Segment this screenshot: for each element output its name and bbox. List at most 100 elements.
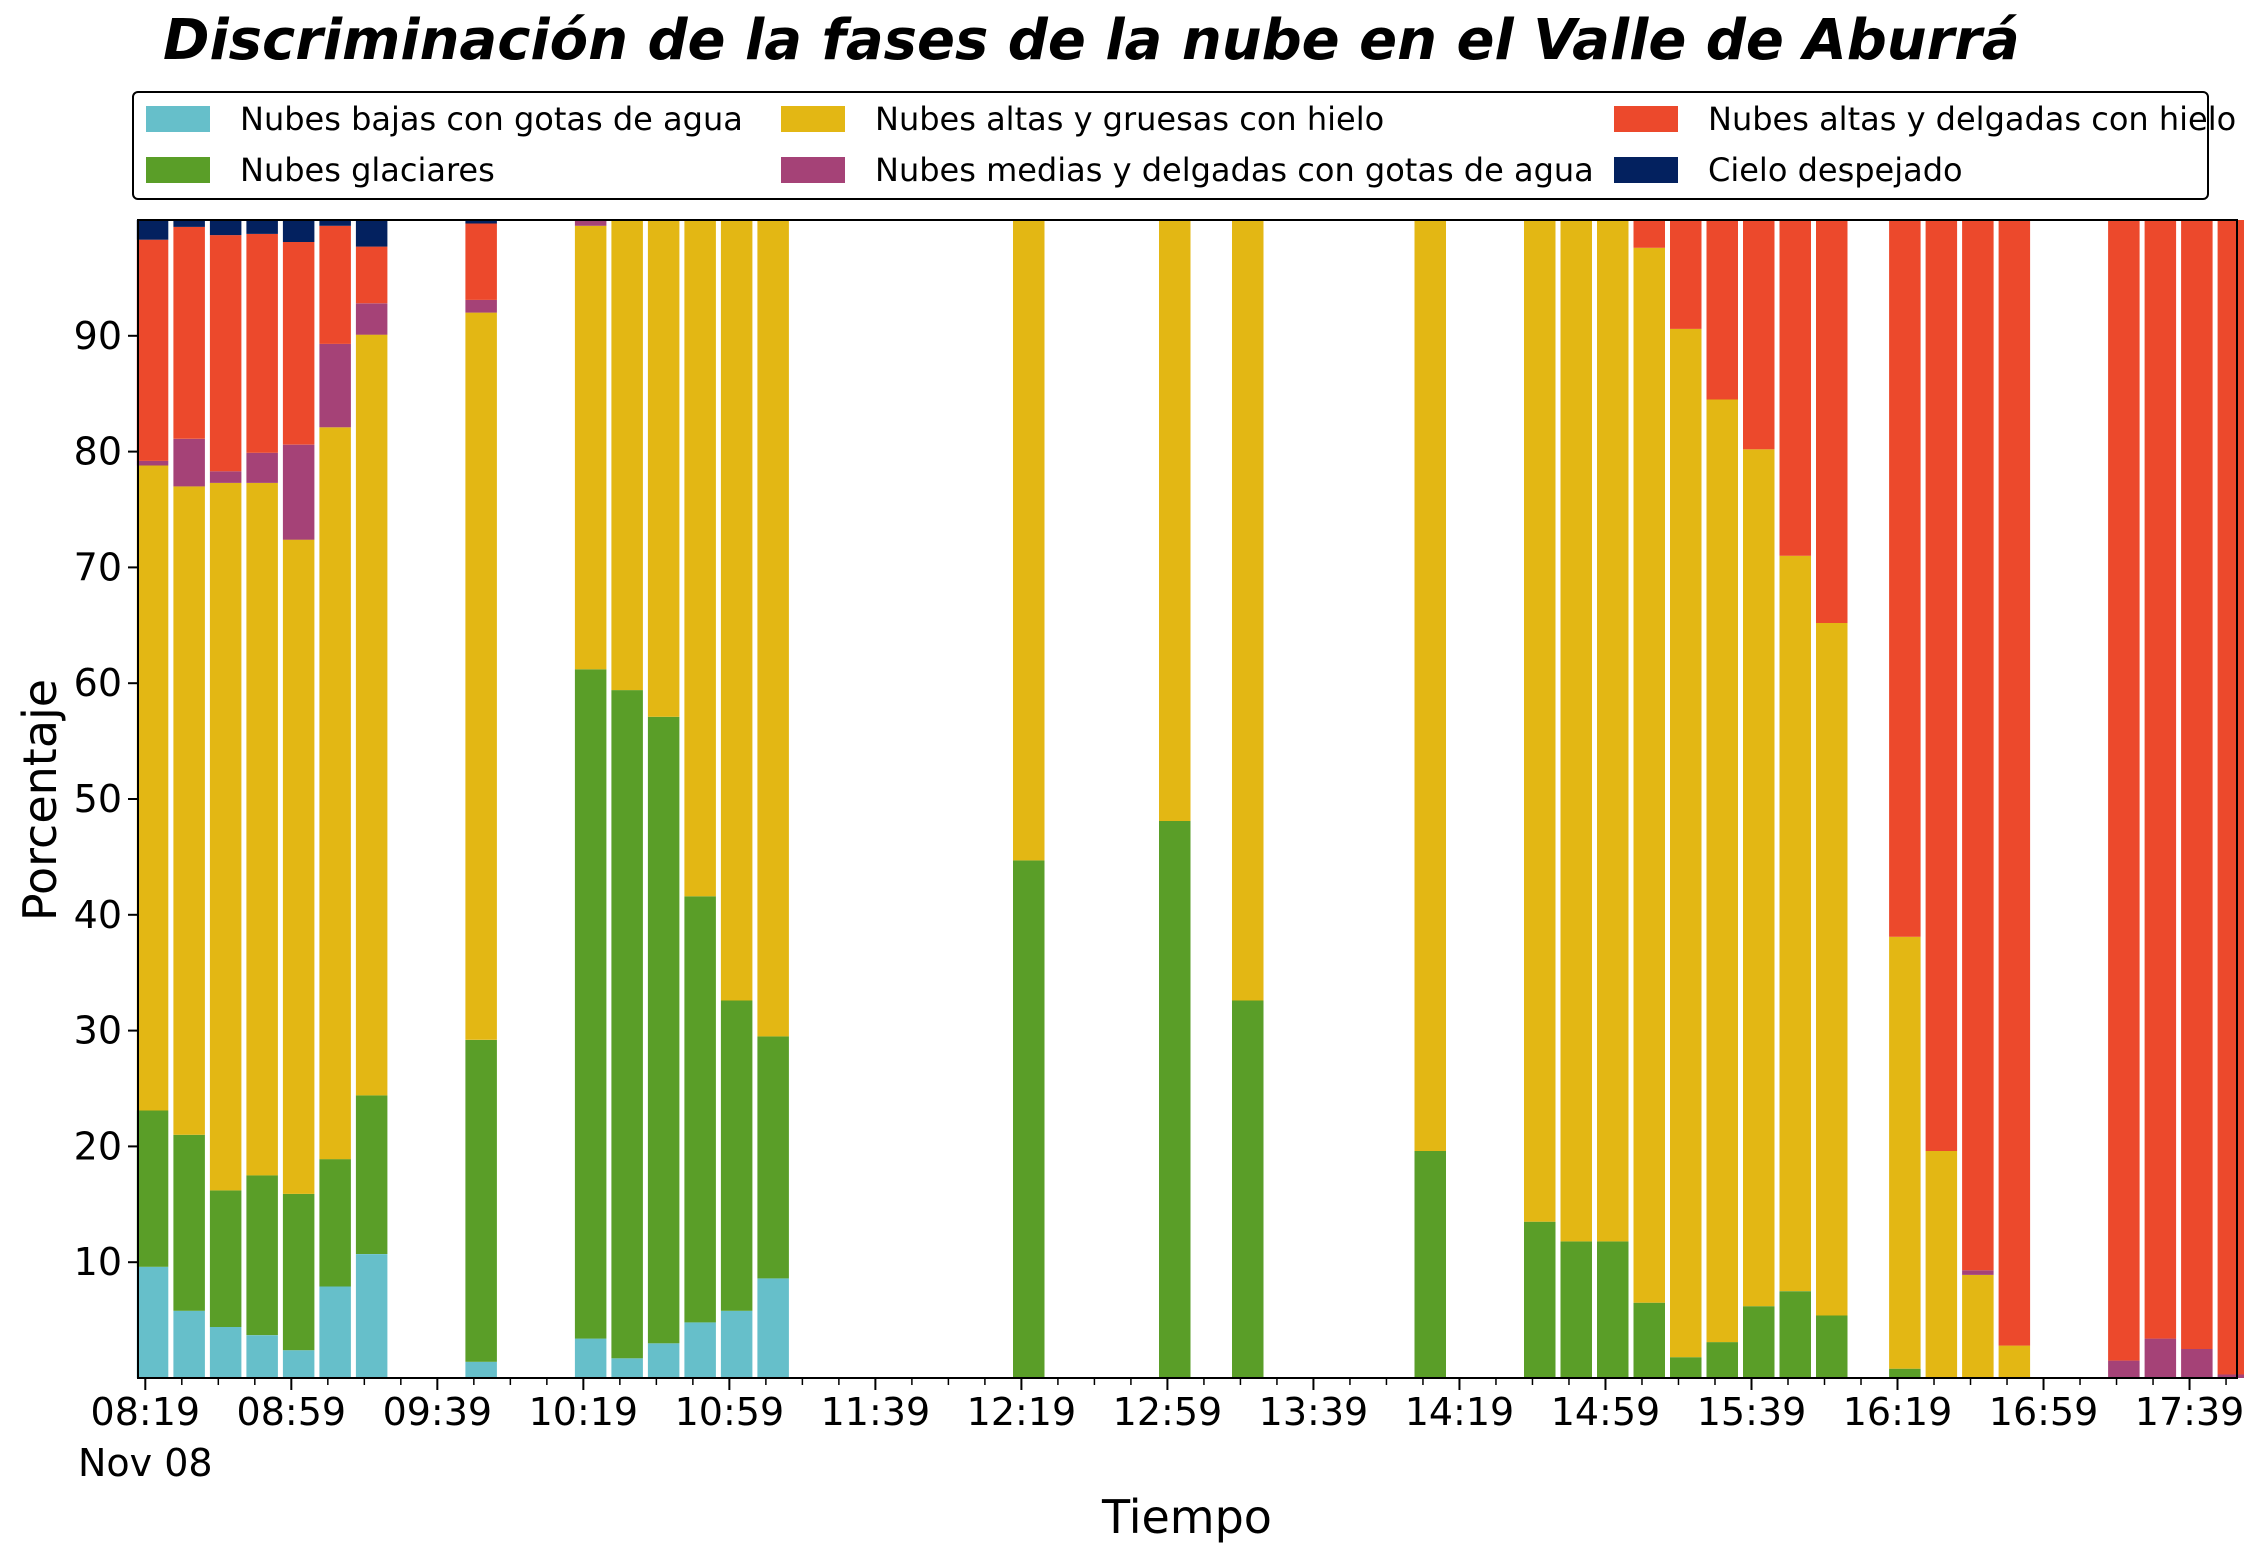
bar-segment bbox=[1816, 1315, 1848, 1378]
bar-segment bbox=[684, 896, 716, 1323]
bar-segment bbox=[1232, 220, 1264, 1001]
bar-segment bbox=[1560, 1241, 1592, 1378]
bar-segment bbox=[611, 690, 643, 1359]
bar-segment bbox=[173, 220, 205, 227]
bar-segment bbox=[1159, 220, 1191, 821]
x-tick-label: 14:19 bbox=[1405, 1390, 1515, 1434]
bar-segment bbox=[136, 239, 169, 461]
bar-segment bbox=[246, 1335, 278, 1378]
bar-segment bbox=[173, 1310, 205, 1378]
bar-segment bbox=[246, 452, 278, 483]
bar-segment bbox=[1633, 220, 1665, 248]
y-tick-label: 50 bbox=[74, 777, 122, 821]
bar-segment bbox=[1998, 220, 2031, 1346]
bar-segment bbox=[1560, 220, 1592, 1242]
bar-segment bbox=[1706, 220, 1738, 400]
bar-segment bbox=[1743, 220, 1775, 450]
x-tick-label: 10:59 bbox=[675, 1390, 785, 1434]
y-tick-label: 10 bbox=[74, 1240, 122, 1284]
legend-label: Nubes altas y gruesas con hielo bbox=[875, 100, 1385, 138]
bar-segment bbox=[1524, 1221, 1556, 1378]
bar-segment bbox=[1013, 220, 1045, 861]
bar-segment bbox=[2181, 1349, 2213, 1378]
bar-segment bbox=[209, 471, 242, 483]
bar-segment bbox=[246, 1175, 278, 1336]
bar-segment bbox=[647, 1343, 680, 1378]
legend-label: Nubes altas y delgadas con hielo bbox=[1708, 100, 2237, 138]
legend-swatch bbox=[146, 157, 210, 183]
x-tick-label: 12:19 bbox=[967, 1390, 1077, 1434]
x-tick-label: 08:19 bbox=[91, 1390, 201, 1434]
bar-segment bbox=[611, 220, 643, 691]
bar-segment bbox=[611, 1358, 643, 1378]
bar-segment bbox=[136, 1266, 169, 1378]
bar-segment bbox=[1816, 623, 1848, 1316]
x-tick-label: 12:59 bbox=[1113, 1390, 1223, 1434]
bar-segment bbox=[282, 539, 315, 1194]
bars-layer bbox=[136, 220, 2244, 1378]
bar-segment bbox=[246, 233, 278, 453]
bar-segment bbox=[355, 1254, 388, 1378]
bar-segment bbox=[2144, 1338, 2177, 1378]
bar-segment bbox=[574, 225, 607, 670]
bar-segment bbox=[684, 1322, 716, 1378]
bar-segment bbox=[1962, 220, 1994, 1271]
bar-segment bbox=[465, 1361, 497, 1378]
bar-segment bbox=[647, 716, 680, 1344]
bar-segment bbox=[1670, 1357, 1702, 1378]
bar-segment bbox=[1743, 449, 1775, 1307]
bar-segment bbox=[684, 220, 716, 897]
bar-segment bbox=[1597, 1241, 1629, 1378]
bar-segment bbox=[282, 444, 315, 540]
bar-segment bbox=[282, 1193, 315, 1351]
legend-label: Nubes bajas con gotas de agua bbox=[240, 100, 743, 138]
x-tick-label: 09:39 bbox=[383, 1390, 493, 1434]
plot-frame bbox=[137, 219, 2238, 1379]
y-tick-label: 20 bbox=[74, 1124, 122, 1168]
bar-segment bbox=[1743, 1306, 1775, 1378]
bar-segment bbox=[574, 220, 607, 226]
axes-layer: 10 20 30 40 50 60 70 80 90 08:19 08:59 09:39 10:19 10… bbox=[13, 314, 2244, 1544]
bar-segment bbox=[209, 220, 242, 236]
x-tick-label: 11:39 bbox=[821, 1390, 931, 1434]
bar-segment bbox=[1013, 860, 1045, 1378]
bar-segment bbox=[1524, 220, 1556, 1222]
legend-swatch bbox=[781, 157, 845, 183]
y-tick-label: 60 bbox=[74, 661, 122, 705]
x-tick-label: 16:59 bbox=[1989, 1390, 2099, 1434]
bar-segment bbox=[282, 1350, 315, 1378]
bar-segment bbox=[1414, 1151, 1446, 1378]
y-tick-label: 80 bbox=[74, 430, 122, 474]
bar-segment bbox=[209, 482, 242, 1191]
y-tick-label: 70 bbox=[74, 545, 122, 589]
x-tick-label: 17:39 bbox=[2135, 1390, 2244, 1434]
bar-segment bbox=[2108, 1360, 2140, 1378]
bar-segment bbox=[246, 220, 278, 234]
bar-segment bbox=[1998, 1345, 2031, 1378]
legend-label: Nubes medias y delgadas con gotas de agu… bbox=[875, 151, 1594, 189]
bar-segment bbox=[1670, 328, 1702, 1358]
x-tick-label: 13:39 bbox=[1259, 1390, 1369, 1434]
bar-segment bbox=[173, 1134, 205, 1311]
bar-segment bbox=[319, 225, 351, 344]
legend-swatch bbox=[1614, 157, 1678, 183]
legend-item-altas-delgadas: Nubes altas y delgadas con hielo bbox=[1614, 100, 2236, 138]
bar-segment bbox=[319, 220, 351, 226]
bar-segment bbox=[1633, 247, 1665, 1303]
x-tick-label: 14:59 bbox=[1551, 1390, 1661, 1434]
bar-segment bbox=[465, 223, 497, 300]
y-tick-label: 30 bbox=[74, 1009, 122, 1053]
bar-segment bbox=[1962, 1274, 1994, 1378]
bar-segment bbox=[720, 1310, 753, 1378]
bar-segment bbox=[282, 242, 315, 445]
bar-segment bbox=[1962, 1270, 1994, 1275]
bar-segment bbox=[2181, 220, 2213, 1349]
bar-segment bbox=[355, 1095, 388, 1254]
bar-segment bbox=[757, 1278, 789, 1378]
bar-segment bbox=[1706, 1342, 1738, 1378]
bar-segment bbox=[1232, 1000, 1264, 1378]
bar-segment bbox=[136, 1110, 169, 1267]
legend-item-cielo-despejado: Cielo despejado bbox=[1614, 151, 1963, 189]
bar-segment bbox=[319, 1159, 351, 1287]
